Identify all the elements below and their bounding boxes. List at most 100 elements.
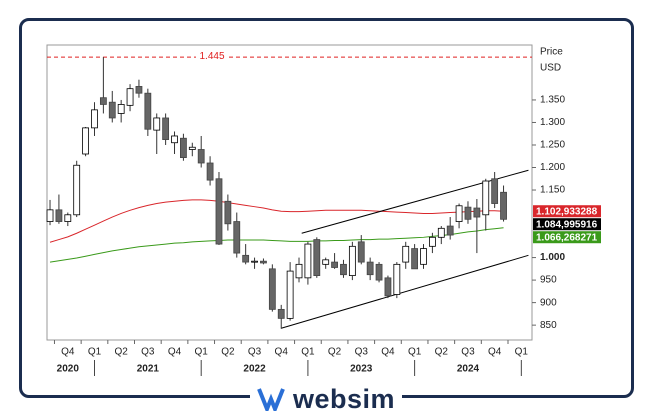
candle-body [91,109,98,129]
y-tick-label: 1.300 [540,117,565,128]
candle-body [126,88,134,106]
candle-body [304,243,312,279]
x-tick-label: Q3 [461,347,475,358]
year-label: 2020 [57,364,80,375]
last-value-label: 1.102,933288 [536,206,598,217]
candle-body [82,127,89,155]
last-value-label: 1.084,995916 [536,219,598,230]
reference-label-bg [196,51,228,62]
candle-body [402,245,410,263]
x-tick-label: Q4 [381,347,395,358]
x-tick-label: Q4 [61,347,75,358]
candle-body [215,178,223,245]
candle-body [162,117,170,140]
plot-area [46,44,533,341]
y-tick-label: 900 [540,297,557,308]
last-value-label: 1.066,268271 [536,232,598,243]
candle-body [277,308,285,319]
x-tick-label: Q1 [301,347,315,358]
year-label: 2021 [137,364,160,375]
candle-body [206,162,214,181]
candle-body [464,206,472,220]
candle-body [420,248,427,265]
year-label: 2024 [457,364,480,375]
candle-body [340,263,347,276]
candle-body [180,137,187,158]
x-tick-label: Q2 [114,347,128,358]
candle-body [260,260,267,264]
y-unit: USD [540,63,561,74]
candle-body [224,200,232,225]
candle-body [500,191,507,220]
y-tick-label: 1.200 [540,162,565,173]
candle-body [117,104,125,114]
x-tick-label: Q3 [248,347,262,358]
candle-body [473,207,481,218]
x-tick-label: Q4 [488,347,502,358]
candle-body [295,263,303,279]
candle-body [171,135,178,144]
candle-body [153,117,161,131]
year-label: 2022 [243,364,266,375]
candle-body [411,248,419,270]
moving-average [49,199,504,243]
candle-body [286,270,294,319]
candle-body [446,225,454,236]
candle-body [357,241,365,263]
brand: websim [292,383,396,414]
candle-body [108,101,116,119]
candle-body [251,260,258,263]
candle-body [233,221,241,254]
x-tick-label: Q3 [141,347,155,358]
candle-body [366,261,374,276]
x-tick-label: Q3 [355,347,369,358]
candle-body [331,261,338,268]
candle-body [393,263,401,295]
candle-body [429,236,436,247]
x-tick-label: Q2 [328,347,342,358]
candle-body [197,149,205,164]
candle-body [375,263,383,281]
channel-line [301,169,529,234]
y-tick-label: 850 [540,320,557,331]
x-tick-label: Q1 [88,347,102,358]
candle-body [384,277,392,297]
candle-body [455,205,463,222]
y-tick-label: 1.350 [540,95,565,106]
candle-body [491,178,499,204]
candle-body [268,268,276,310]
candle-body [135,86,143,94]
y-tick-label: 950 [540,275,557,286]
candle-body [188,146,196,150]
last-value-box [533,205,601,218]
year-label: 2023 [350,364,373,375]
y-tick-label: 1.000 [540,252,565,263]
logo-icon [257,388,285,411]
candle-body [322,259,330,265]
x-tick-label: Q2 [435,347,449,358]
last-value-box [533,218,601,231]
y-label: Price [540,47,563,58]
candle-body [64,214,72,222]
x-tick-label: Q2 [221,347,235,358]
y-tick-label: 1.150 [540,185,565,196]
candle-body [313,239,321,276]
candle-body [242,254,250,263]
candle-body [73,164,81,216]
y-tick-label: 1.250 [540,140,565,151]
candle-body [348,245,356,276]
candle-body [437,227,445,238]
channel-line [281,254,529,329]
candle-body [144,92,152,130]
candle-body [99,97,107,105]
candle-body [482,180,490,216]
last-value-box [533,231,601,244]
candle-body [46,209,54,222]
x-tick-label: Q1 [515,347,529,358]
x-tick-label: Q4 [275,347,289,358]
reference-label: 1.445 [199,51,224,62]
x-tick-label: Q1 [408,347,422,358]
logo: websim [250,384,402,414]
x-tick-label: Q4 [168,347,182,358]
